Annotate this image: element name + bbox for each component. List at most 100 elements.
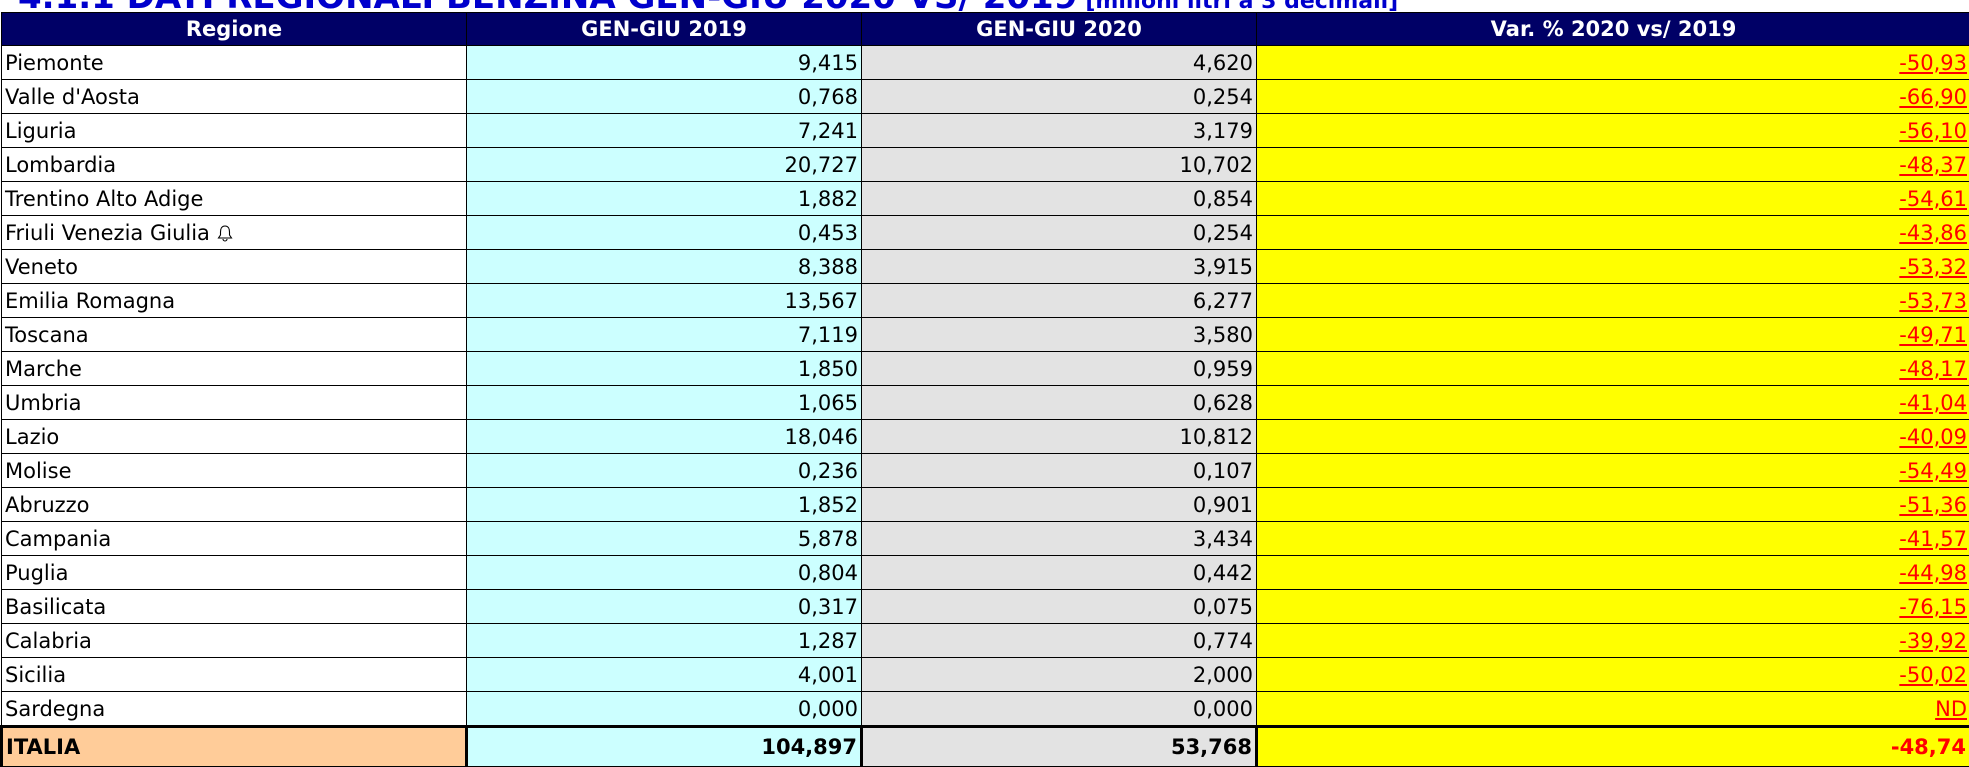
cell: Marche bbox=[1, 351, 467, 386]
cell: Emilia Romagna bbox=[1, 283, 467, 318]
cell: Toscana bbox=[1, 317, 467, 352]
cell: Sardegna bbox=[1, 691, 467, 727]
cell: 8,388 bbox=[466, 249, 862, 284]
cell: 0,075 bbox=[861, 589, 1257, 624]
cell: Valle d'Aosta bbox=[1, 79, 467, 114]
table-row: Abruzzo 1,852 0,901 -51,36 bbox=[1, 487, 1969, 522]
total-cell: ITALIA bbox=[0, 725, 468, 767]
cell: -54,49 bbox=[1256, 453, 1969, 488]
title: 4.1.1 DATI REGIONALI BENZINA GEN-GIU 202… bbox=[18, 0, 1398, 14]
header-cell: GEN-GIU 2019 bbox=[466, 12, 862, 46]
cell: -44,98 bbox=[1256, 555, 1969, 590]
cell: Basilicata bbox=[1, 589, 467, 624]
table-row: Marche 1,850 0,959 -48,17 bbox=[1, 351, 1969, 386]
cell: 4,001 bbox=[466, 657, 862, 692]
cell: 0,107 bbox=[861, 453, 1257, 488]
table-row: Lazio 18,046 10,812 -40,09 bbox=[1, 419, 1969, 454]
table-row: Molise 0,236 0,107 -54,49 bbox=[1, 453, 1969, 488]
cell: -48,17 bbox=[1256, 351, 1969, 386]
cell: 1,065 bbox=[466, 385, 862, 420]
cell: 4,620 bbox=[861, 45, 1257, 80]
cell: 0,442 bbox=[861, 555, 1257, 590]
table-row: Calabria 1,287 0,774 -39,92 bbox=[1, 623, 1969, 658]
table-row: Sicilia 4,001 2,000 -50,02 bbox=[1, 657, 1969, 692]
cell: Umbria bbox=[1, 385, 467, 420]
cell: 0,854 bbox=[861, 181, 1257, 216]
total-cell: 53,768 bbox=[860, 725, 1258, 767]
cell: 6,277 bbox=[861, 283, 1257, 318]
table-row: Toscana 7,119 3,580 -49,71 bbox=[1, 317, 1969, 352]
cell: 20,727 bbox=[466, 147, 862, 182]
cell: -56,10 bbox=[1256, 113, 1969, 148]
cell: 0,000 bbox=[466, 691, 862, 727]
cell: 0,453 bbox=[466, 215, 862, 250]
cell: -51,36 bbox=[1256, 487, 1969, 522]
cell: 3,179 bbox=[861, 113, 1257, 148]
cell: Calabria bbox=[1, 623, 467, 658]
cell: 0,000 bbox=[861, 691, 1257, 727]
title-main: 4.1.1 DATI REGIONALI BENZINA GEN-GIU 202… bbox=[18, 0, 1077, 17]
cell: Campania bbox=[1, 521, 467, 556]
cell: -53,73 bbox=[1256, 283, 1969, 318]
cell: 1,852 bbox=[466, 487, 862, 522]
title-unit: [milioni litri a 3 decimali] bbox=[1085, 0, 1399, 14]
table-row: Sardegna 0,000 0,000 ND bbox=[1, 691, 1969, 727]
cell: 0,774 bbox=[861, 623, 1257, 658]
cell: Trentino Alto Adige bbox=[1, 181, 467, 216]
cell: 1,882 bbox=[466, 181, 862, 216]
cell: -50,93 bbox=[1256, 45, 1969, 80]
cell: -43,86 bbox=[1256, 215, 1969, 250]
data-table: Regione GEN-GIU 2019 GEN-GIU 2020 Var. % 20… bbox=[0, 12, 1969, 767]
table-row: Umbria 1,065 0,628 -41,04 bbox=[1, 385, 1969, 420]
cell: -54,61 bbox=[1256, 181, 1969, 216]
cell: Lazio bbox=[1, 419, 467, 454]
cell: Sicilia bbox=[1, 657, 467, 692]
cell: 0,254 bbox=[861, 79, 1257, 114]
cell: 10,812 bbox=[861, 419, 1257, 454]
bell-icon bbox=[217, 224, 233, 242]
cell: ND bbox=[1256, 691, 1969, 727]
cell: 0,254 bbox=[861, 215, 1257, 250]
cell: 5,878 bbox=[466, 521, 862, 556]
cell: -76,15 bbox=[1256, 589, 1969, 624]
cell: Piemonte bbox=[1, 45, 467, 80]
cell: -66,90 bbox=[1256, 79, 1969, 114]
header-cell: Regione bbox=[1, 12, 467, 46]
cell: 3,580 bbox=[861, 317, 1257, 352]
table-row: Liguria 7,241 3,179 -56,10 bbox=[1, 113, 1969, 148]
cell: -50,02 bbox=[1256, 657, 1969, 692]
table-row: Basilicata 0,317 0,075 -76,15 bbox=[1, 589, 1969, 624]
table-row: Campania 5,878 3,434 -41,57 bbox=[1, 521, 1969, 556]
cell: 0,317 bbox=[466, 589, 862, 624]
cell: 13,567 bbox=[466, 283, 862, 318]
cell: 0,804 bbox=[466, 555, 862, 590]
cell: 0,768 bbox=[466, 79, 862, 114]
cell: -39,92 bbox=[1256, 623, 1969, 658]
cell: -48,37 bbox=[1256, 147, 1969, 182]
total-cell: 104,897 bbox=[465, 725, 863, 767]
cell: -49,71 bbox=[1256, 317, 1969, 352]
table-row: Piemonte 9,415 4,620 -50,93 bbox=[1, 45, 1969, 80]
cell: -53,32 bbox=[1256, 249, 1969, 284]
table-row: Puglia 0,804 0,442 -44,98 bbox=[1, 555, 1969, 590]
header-row: Regione GEN-GIU 2019 GEN-GIU 2020 Var. % 20… bbox=[1, 12, 1969, 46]
total-cell: -48,74 bbox=[1255, 725, 1969, 767]
cell: -41,04 bbox=[1256, 385, 1969, 420]
cell: 3,915 bbox=[861, 249, 1257, 284]
cell: Veneto bbox=[1, 249, 467, 284]
cell: 2,000 bbox=[861, 657, 1257, 692]
table-row: Veneto 8,388 3,915 -53,32 bbox=[1, 249, 1969, 284]
header-cell: GEN-GIU 2020 bbox=[861, 12, 1257, 46]
header-cell: Var. % 2020 vs/ 2019 bbox=[1256, 12, 1969, 46]
cell: 9,415 bbox=[466, 45, 862, 80]
cell: 0,628 bbox=[861, 385, 1257, 420]
cell: 1,287 bbox=[466, 623, 862, 658]
cell: 1,850 bbox=[466, 351, 862, 386]
cell: Puglia bbox=[1, 555, 467, 590]
cell: -40,09 bbox=[1256, 419, 1969, 454]
cell: 0,901 bbox=[861, 487, 1257, 522]
cell: Molise bbox=[1, 453, 467, 488]
cell: Liguria bbox=[1, 113, 467, 148]
cell: 0,959 bbox=[861, 351, 1257, 386]
